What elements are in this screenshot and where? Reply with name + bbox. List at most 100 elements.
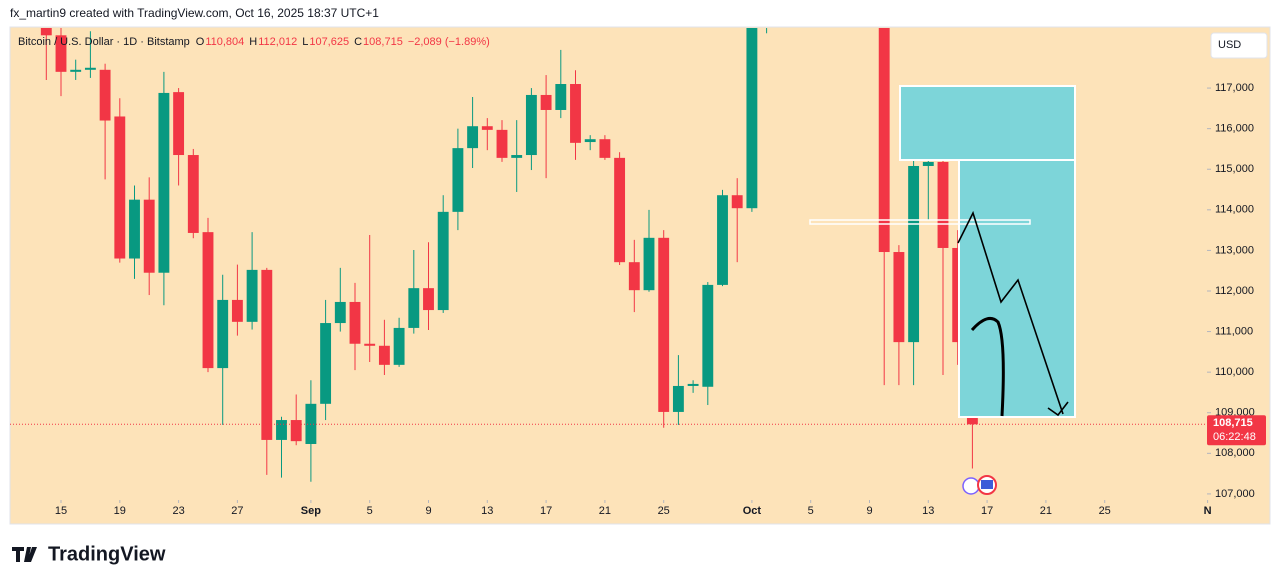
candle-body	[364, 343, 376, 346]
credit: fx_martin9 created with TradingView.com,…	[10, 6, 379, 20]
candle-body	[761, 0, 772, 23]
arrow-head	[1047, 401, 1069, 417]
x-tick-label: 15	[55, 505, 67, 517]
candle-body	[922, 161, 934, 166]
symbol-title: Bitcoin / U.S. Dollar · 1D · Bitstamp	[18, 36, 190, 48]
candle-body	[261, 269, 273, 440]
candle-body	[173, 92, 185, 156]
y-tick-label: 111,000	[1215, 325, 1253, 337]
candle-body	[217, 299, 229, 369]
y-tick-label: 113,000	[1215, 244, 1254, 256]
candle-body	[481, 126, 493, 130]
candle-body	[202, 232, 214, 369]
ohlc-key: O	[196, 36, 205, 48]
candle-body	[511, 155, 523, 158]
candle-body	[334, 301, 346, 324]
candle-body	[55, 35, 67, 72]
ohlc-value: 107,625	[309, 36, 349, 48]
event-icons	[962, 475, 997, 495]
x-tick-label: Oct	[743, 505, 762, 517]
x-tick-label: 21	[1040, 505, 1052, 517]
candle-body	[937, 161, 949, 248]
x-tick-label: 13	[922, 505, 934, 517]
candle-body	[893, 252, 905, 343]
x-tick-label: 27	[231, 505, 243, 517]
y-tick-label: 108,000	[1215, 447, 1255, 459]
brand: TradingView	[48, 543, 166, 565]
x-tick-label: Sep	[301, 505, 321, 517]
y-tick-label: 112,000	[1215, 285, 1254, 297]
candle-body	[643, 237, 655, 291]
candle-body	[496, 129, 508, 158]
y-tick-label: 114,000	[1215, 204, 1254, 216]
ohlc-key: L	[302, 36, 308, 48]
y-tick-label: 110,000	[1215, 366, 1254, 378]
candle-body	[393, 327, 405, 365]
candle-body	[599, 139, 611, 158]
x-tick-label: 25	[1099, 505, 1111, 517]
y-tick-label: 116,000	[1215, 123, 1254, 135]
candle-body	[878, 28, 890, 253]
candle-body	[158, 92, 170, 273]
ohlc-value: 108,715	[363, 36, 403, 48]
candle-body	[129, 199, 140, 259]
x-tick-label: 9	[425, 505, 431, 517]
candle-body	[114, 116, 126, 259]
drawings	[809, 85, 1076, 418]
candle-body	[84, 67, 96, 70]
footer-logo: TradingView	[12, 543, 166, 565]
event-icon[interactable]	[962, 477, 980, 495]
x-tick-label: 13	[481, 505, 493, 517]
target-zone	[958, 159, 1076, 418]
candle-body	[555, 84, 567, 110]
currency: USD	[1218, 39, 1241, 51]
candle-body	[70, 69, 82, 72]
candle-body	[687, 383, 699, 386]
x-tick-label: 9	[866, 505, 872, 517]
candle-body	[717, 195, 728, 285]
candle-body	[423, 288, 434, 311]
y-tick-label: 115,000	[1215, 163, 1254, 175]
candle-body	[702, 284, 714, 387]
x-tick-label: 19	[114, 505, 126, 517]
target-zone	[899, 85, 1076, 161]
logo-icon	[12, 547, 37, 562]
candle-body	[584, 139, 596, 143]
candle-body	[570, 84, 581, 143]
last-price-box	[1207, 415, 1266, 446]
x-tick-label: 5	[367, 505, 373, 517]
candle-body	[349, 301, 361, 344]
x-tick-label: 5	[808, 505, 814, 517]
y-tick-label: 117,000	[1215, 82, 1254, 94]
ohlc-key: H	[249, 36, 257, 48]
ohlc-value: 110,804	[205, 36, 244, 48]
candle-body	[952, 247, 964, 343]
candle-body	[40, 28, 52, 36]
x-tick-label: 17	[981, 505, 993, 517]
price-scale: USD	[1210, 32, 1268, 59]
x-tick-label: 17	[540, 505, 552, 517]
ohlc-key: C	[354, 36, 362, 48]
candle-body	[658, 237, 670, 412]
candle-body	[614, 157, 626, 263]
candle-body	[378, 345, 390, 365]
level-line	[809, 219, 1031, 225]
path-arrow	[957, 210, 1064, 415]
candle-body	[452, 148, 464, 212]
flag-icon	[981, 480, 993, 489]
candle-body	[276, 420, 287, 440]
ohlc-value: 112,012	[258, 36, 297, 48]
candle-body	[672, 385, 684, 412]
candle-body	[408, 288, 420, 328]
candle-body	[628, 262, 640, 291]
last-price-label: 108,715	[1213, 417, 1253, 429]
currency-button[interactable]	[1210, 32, 1268, 59]
ohlc: O 110,804 H 112,012 L 107,625 C 108,715 −2,089 (…	[196, 36, 490, 48]
candle-body	[467, 126, 479, 149]
candle-body	[437, 211, 449, 311]
y-tick-label: 107,000	[1215, 488, 1255, 500]
candle-body	[99, 69, 111, 121]
